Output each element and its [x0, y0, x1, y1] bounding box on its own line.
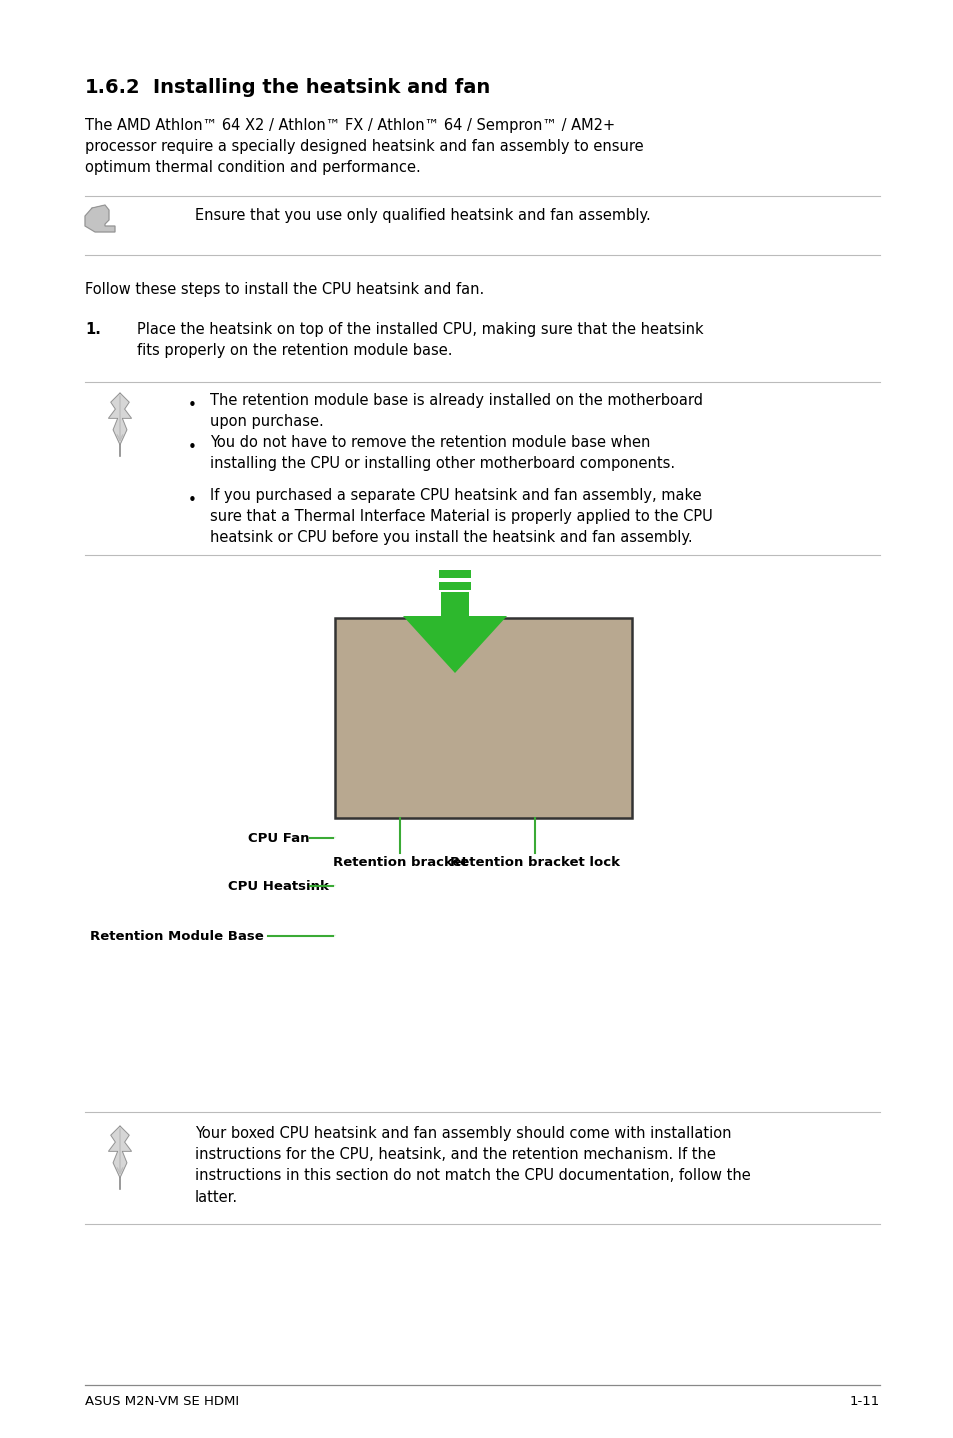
- Polygon shape: [85, 206, 115, 232]
- Text: Retention Module Base: Retention Module Base: [90, 929, 263, 942]
- Text: Ensure that you use only qualified heatsink and fan assembly.: Ensure that you use only qualified heats…: [194, 209, 650, 223]
- Polygon shape: [109, 393, 132, 444]
- Bar: [440, 592, 469, 615]
- Text: The retention module base is already installed on the motherboard
upon purchase.: The retention module base is already ins…: [210, 393, 702, 429]
- Text: 1.: 1.: [85, 322, 101, 336]
- Text: Place the heatsink on top of the installed CPU, making sure that the heatsink
fi: Place the heatsink on top of the install…: [137, 322, 703, 358]
- Text: 1.6.2: 1.6.2: [85, 78, 140, 96]
- Text: Retention bracket: Retention bracket: [333, 856, 467, 869]
- Text: Installing the heatsink and fan: Installing the heatsink and fan: [152, 78, 490, 96]
- Text: ASUS M2N-VM SE HDMI: ASUS M2N-VM SE HDMI: [85, 1395, 239, 1408]
- Bar: [335, 618, 631, 818]
- Text: CPU Heatsink: CPU Heatsink: [228, 880, 329, 893]
- Bar: [438, 569, 471, 578]
- Text: Your boxed CPU heatsink and fan assembly should come with installation
instructi: Your boxed CPU heatsink and fan assembly…: [194, 1126, 750, 1205]
- Text: CPU Fan: CPU Fan: [248, 831, 309, 844]
- Text: Retention bracket lock: Retention bracket lock: [450, 856, 619, 869]
- Text: Follow these steps to install the CPU heatsink and fan.: Follow these steps to install the CPU he…: [85, 282, 484, 298]
- Text: If you purchased a separate CPU heatsink and fan assembly, make
sure that a Ther: If you purchased a separate CPU heatsink…: [210, 487, 712, 545]
- Text: •: •: [188, 440, 196, 454]
- Text: 1-11: 1-11: [849, 1395, 879, 1408]
- Text: •: •: [188, 493, 196, 508]
- Polygon shape: [109, 1126, 132, 1178]
- Polygon shape: [402, 615, 506, 673]
- Text: You do not have to remove the retention module base when
installing the CPU or i: You do not have to remove the retention …: [210, 436, 675, 472]
- Bar: [438, 582, 471, 590]
- Text: The AMD Athlon™ 64 X2 / Athlon™ FX / Athlon™ 64 / Sempron™ / AM2+
processor requ: The AMD Athlon™ 64 X2 / Athlon™ FX / Ath…: [85, 118, 643, 175]
- Text: •: •: [188, 398, 196, 413]
